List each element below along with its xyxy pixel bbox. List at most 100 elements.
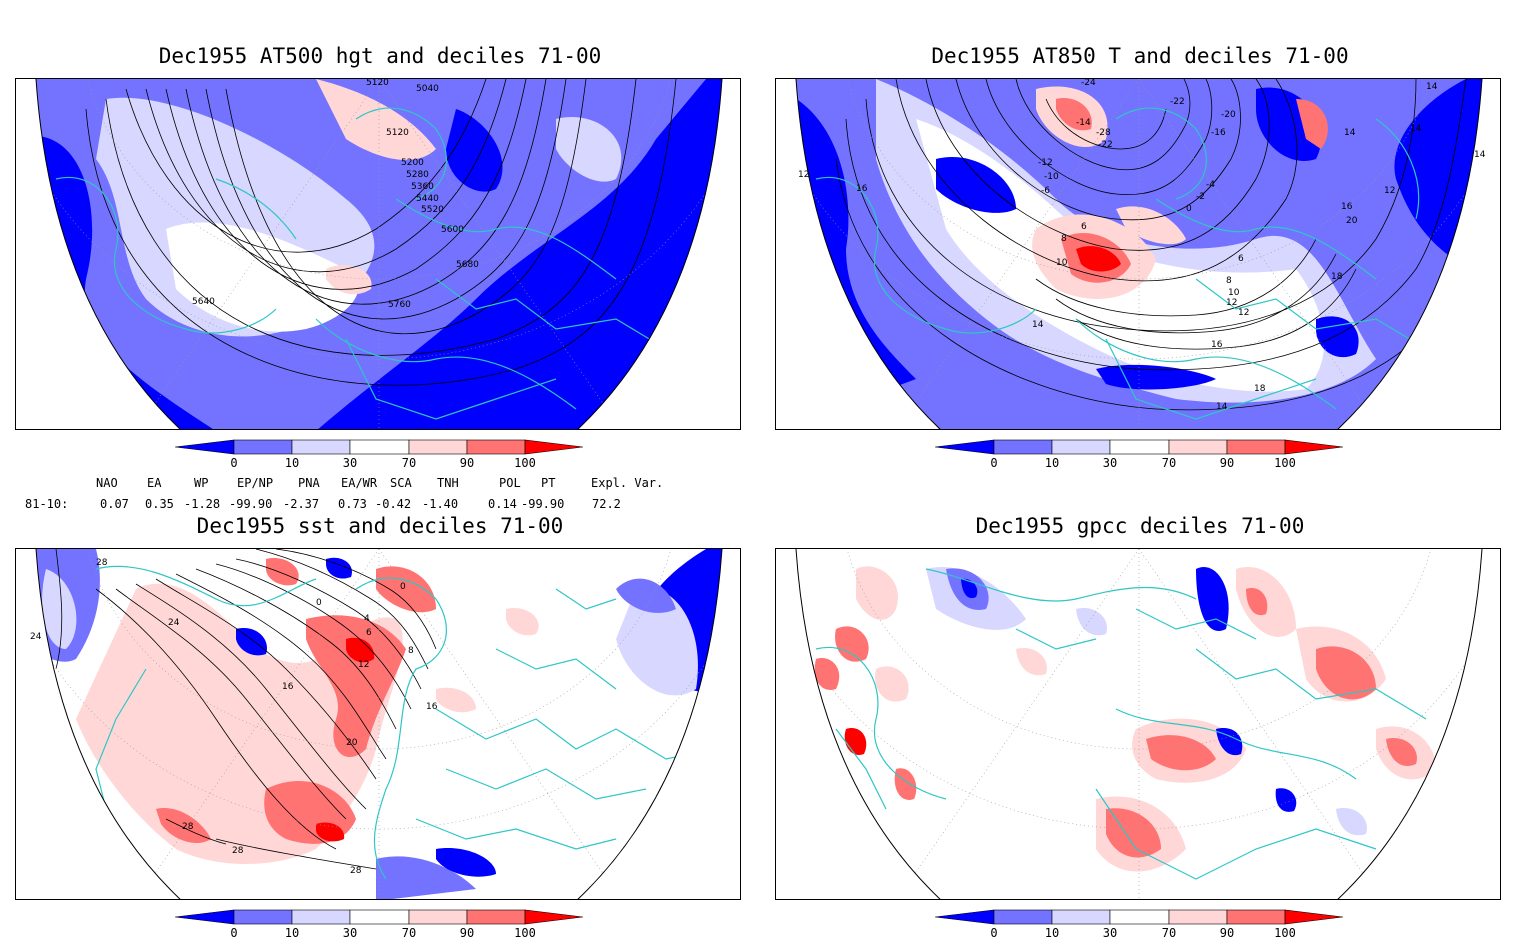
contour-label: 18: [1331, 272, 1343, 282]
colorbar-segment: [1168, 909, 1228, 925]
contour-label: 16: [282, 682, 294, 692]
contour-label: 4: [364, 614, 370, 624]
panel-title-t850: Dec1955 AT850 T and deciles 71-00: [931, 44, 1349, 68]
contour-label: 5680: [456, 260, 479, 270]
contour-label: 5120: [366, 79, 389, 88]
colorbar-tick: 10: [284, 926, 300, 940]
contour-label: 24: [168, 618, 180, 628]
contour-label: 8: [408, 646, 414, 656]
contour-label: 12: [1238, 308, 1249, 318]
colorbar-segment: [466, 439, 526, 455]
index-value-explvar: 72.2: [592, 497, 621, 511]
contour-label: -24: [1081, 79, 1096, 88]
colorbar-tick: 30: [1102, 926, 1118, 940]
contour-label: 5760: [388, 300, 411, 310]
index-row-label: 81-10:: [25, 497, 69, 511]
index-value-ea: 0.35: [145, 497, 174, 511]
colorbar-segment: [175, 439, 235, 455]
contour-label: 5440: [416, 194, 439, 204]
contour-label: 20: [1346, 216, 1358, 226]
contour-label: 10: [1228, 288, 1240, 298]
colorbar-segment: [1284, 439, 1344, 455]
colorbar-segment: [1051, 439, 1111, 455]
index-value-pt: -99.90: [521, 497, 565, 511]
contour-label: 12: [1226, 298, 1237, 308]
index-header-pna: PNA: [298, 476, 320, 490]
colorbar-tick: 30: [342, 456, 358, 470]
contour-label: 8: [1061, 234, 1067, 244]
contour-label: 14: [1410, 124, 1422, 134]
colorbar-segment: [524, 439, 584, 455]
index-value-tnh: -1.40: [422, 497, 459, 511]
contour-label: -2: [1196, 192, 1205, 202]
colorbar-tick: 90: [1219, 926, 1235, 940]
map-panel-gpcc: [775, 548, 1501, 900]
index-header-explvar: Expl. Var.: [591, 476, 664, 490]
contour-label: 20: [346, 738, 358, 748]
contour-label: 14: [1216, 402, 1228, 412]
colorbar-tick: 90: [1219, 456, 1235, 470]
contour-label: 0: [400, 582, 406, 592]
contour-label: 12: [1384, 186, 1395, 196]
index-header-wp: WP: [194, 476, 209, 490]
colorbar-tick: 0: [230, 456, 238, 470]
index-value-sca: -0.42: [375, 497, 412, 511]
index-header-nao: NAO: [96, 476, 118, 490]
contour-label: 28: [96, 558, 108, 568]
colorbar-segment: [349, 439, 410, 455]
contour-label: -4: [1206, 180, 1215, 190]
colorbar-tick: 90: [459, 456, 475, 470]
colorbar-tick: 70: [401, 926, 417, 940]
colorbar-tick: 70: [401, 456, 417, 470]
index-value-pna: -2.37: [283, 497, 320, 511]
colorbar-segment: [233, 439, 293, 455]
contour-label: 18: [1254, 384, 1266, 394]
index-value-epnp: -99.90: [229, 497, 273, 511]
colorbar-segment: [1284, 909, 1344, 925]
contour-label: 16: [856, 184, 868, 194]
colorbar-tick: 30: [1102, 456, 1118, 470]
colorbar-segment: [1226, 439, 1286, 455]
contour-label: -12: [1038, 158, 1053, 168]
contour-label: 14: [1474, 150, 1486, 160]
colorbar-segment: [993, 439, 1053, 455]
colorbar-tick: 10: [284, 456, 300, 470]
colorbar-segment: [524, 909, 584, 925]
colorbar-segment: [1109, 439, 1170, 455]
contour-label: -6: [1041, 186, 1050, 196]
contour-label: 5600: [441, 225, 464, 235]
colorbar-segment: [408, 439, 468, 455]
contour-label: 14: [1032, 320, 1044, 330]
contour-label: 16: [1341, 202, 1353, 212]
colorbar-tick: 0: [230, 926, 238, 940]
contour-label: 28: [182, 822, 194, 832]
colorbar-tick: 0: [990, 456, 998, 470]
colorbar-gpcc: 0 10 30 70 90 100: [935, 908, 1355, 948]
index-header-pt: PT: [541, 476, 556, 490]
contour-label: 5520: [421, 205, 444, 215]
contour-label: 6: [366, 628, 372, 638]
index-value-nao: 0.07: [100, 497, 129, 511]
colorbar-tick: 0: [990, 926, 998, 940]
contour-label: 0: [316, 598, 322, 608]
contour-label: 16: [1211, 340, 1223, 350]
panel-title-gpcc: Dec1955 gpcc deciles 71-00: [975, 514, 1305, 538]
contour-label: 14: [1344, 128, 1356, 138]
colorbar-segment: [1109, 909, 1170, 925]
index-header-pol: POL: [499, 476, 521, 490]
contour-label: 14: [1426, 82, 1438, 92]
colorbar-t850: 0 10 30 70 90 100: [935, 438, 1355, 478]
contour-label: -22: [1170, 97, 1185, 107]
panel-title-hgt500: Dec1955 AT500 hgt and deciles 71-00: [158, 44, 602, 68]
colorbar-segment: [935, 439, 995, 455]
colorbar-segment: [233, 909, 293, 925]
colorbar-tick: 100: [1274, 926, 1296, 940]
colorbar-segment: [1051, 909, 1111, 925]
index-header-eawr: EA/WR: [341, 476, 378, 490]
index-value-eawr: 0.73: [338, 497, 367, 511]
contour-label: 5120: [386, 128, 409, 138]
colorbar-tick: 10: [1044, 926, 1060, 940]
colorbar-tick: 90: [459, 926, 475, 940]
contour-label: 5200: [401, 158, 424, 168]
colorbar-segment: [935, 909, 995, 925]
